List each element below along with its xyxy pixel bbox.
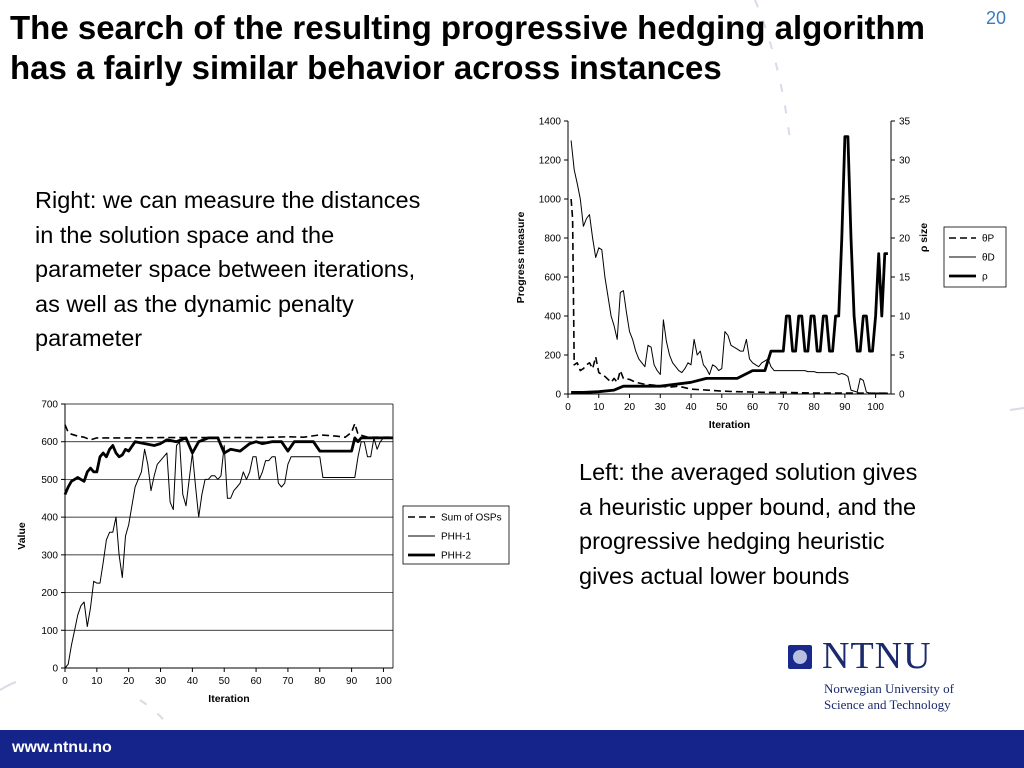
footer-url-link[interactable]: www.ntnu.no	[12, 739, 112, 756]
x-tick-label: 30	[655, 402, 667, 413]
x-tick-label: 10	[91, 676, 103, 687]
footer-bar: www.ntnu.no	[0, 730, 1024, 768]
y-tick-label: 200	[41, 588, 58, 599]
series-line-1	[570, 198, 888, 394]
y-axis-label: Value	[16, 522, 28, 550]
x-tick-label: 50	[716, 402, 728, 413]
x-tick-label: 40	[685, 402, 697, 413]
y-tick-label: 300	[41, 550, 58, 561]
series-line-3	[63, 436, 393, 496]
x-tick-label: 10	[593, 402, 605, 413]
y-tick-label: 0	[555, 390, 561, 401]
x-axis-label: Iteration	[709, 419, 750, 431]
x-tick-label: 70	[282, 676, 294, 687]
page-number: 20	[986, 8, 1007, 28]
y2-tick-label: 35	[899, 117, 911, 128]
legend-box	[402, 505, 510, 565]
x-tick-label: 40	[187, 676, 199, 687]
y-tick-label: 100	[41, 626, 58, 637]
y-tick-label: 600	[544, 273, 561, 284]
y2-tick-label: 5	[899, 351, 905, 362]
y2-tick-label: 30	[899, 156, 911, 167]
x-tick-label: 80	[314, 676, 326, 687]
legend-label: θP	[982, 234, 995, 245]
x-tick-label: 90	[346, 676, 358, 687]
y-tick-label: 1000	[539, 195, 562, 206]
x-tick-label: 60	[251, 676, 263, 687]
x-tick-label: 70	[778, 402, 790, 413]
y-tick-label: 400	[544, 312, 561, 323]
y2-tick-label: 25	[899, 195, 911, 206]
y2-tick-label: 15	[899, 273, 911, 284]
y-tick-label: 600	[41, 437, 58, 448]
y-tick-label: 700	[41, 400, 58, 411]
y2-tick-label: 0	[899, 390, 905, 401]
x-tick-label: 20	[624, 402, 636, 413]
x-tick-label: 50	[219, 676, 231, 687]
y-axis-label: Progress measure	[515, 212, 527, 304]
logo-subtitle-line1: Norwegian University of	[824, 681, 954, 696]
x-tick-label: 90	[839, 402, 851, 413]
x-tick-label: 100	[867, 402, 884, 413]
series-line-3	[571, 135, 888, 394]
y2-tick-label: 10	[899, 312, 911, 323]
y-tick-label: 400	[41, 513, 58, 524]
y-tick-label: 500	[41, 475, 58, 486]
right-description: Right: we can measure the distances in t…	[35, 187, 421, 351]
y-tick-label: 1200	[539, 156, 562, 167]
legend-label: PHH-2	[441, 551, 471, 562]
x-tick-label: 0	[565, 402, 571, 413]
slide-title: The search of the resulting progressive …	[10, 9, 925, 86]
y-tick-label: 0	[52, 664, 58, 675]
series-line-2	[64, 437, 393, 669]
y-tick-label: 200	[544, 351, 561, 362]
left-description: Left: the averaged solution gives a heur…	[579, 459, 918, 589]
legend-label: PHH-1	[441, 532, 471, 543]
x-tick-label: 30	[155, 676, 167, 687]
y2-axis-label: ρ size	[918, 223, 930, 252]
logo-subtitle-line2: Science and Technology	[824, 697, 951, 712]
y-tick-label: 800	[544, 234, 561, 245]
logo-name: NTNU	[822, 635, 932, 677]
x-tick-label: 60	[747, 402, 759, 413]
series-line-2	[570, 140, 888, 394]
y-tick-label: 1400	[539, 117, 562, 128]
x-tick-label: 80	[809, 402, 821, 413]
series-line-1	[64, 422, 393, 441]
y2-tick-label: 20	[899, 234, 911, 245]
x-tick-label: 20	[123, 676, 135, 687]
legend-label: θD	[982, 253, 995, 264]
ntnu-logo-icon	[788, 645, 812, 669]
legend-label: ρ	[982, 272, 988, 283]
x-axis-label: Iteration	[208, 693, 249, 705]
x-tick-label: 100	[375, 676, 392, 687]
legend-label: Sum of OSPs	[441, 513, 502, 524]
x-tick-label: 0	[62, 676, 68, 687]
logo-subtitle: Norwegian University of Science and Tech…	[824, 681, 1024, 713]
